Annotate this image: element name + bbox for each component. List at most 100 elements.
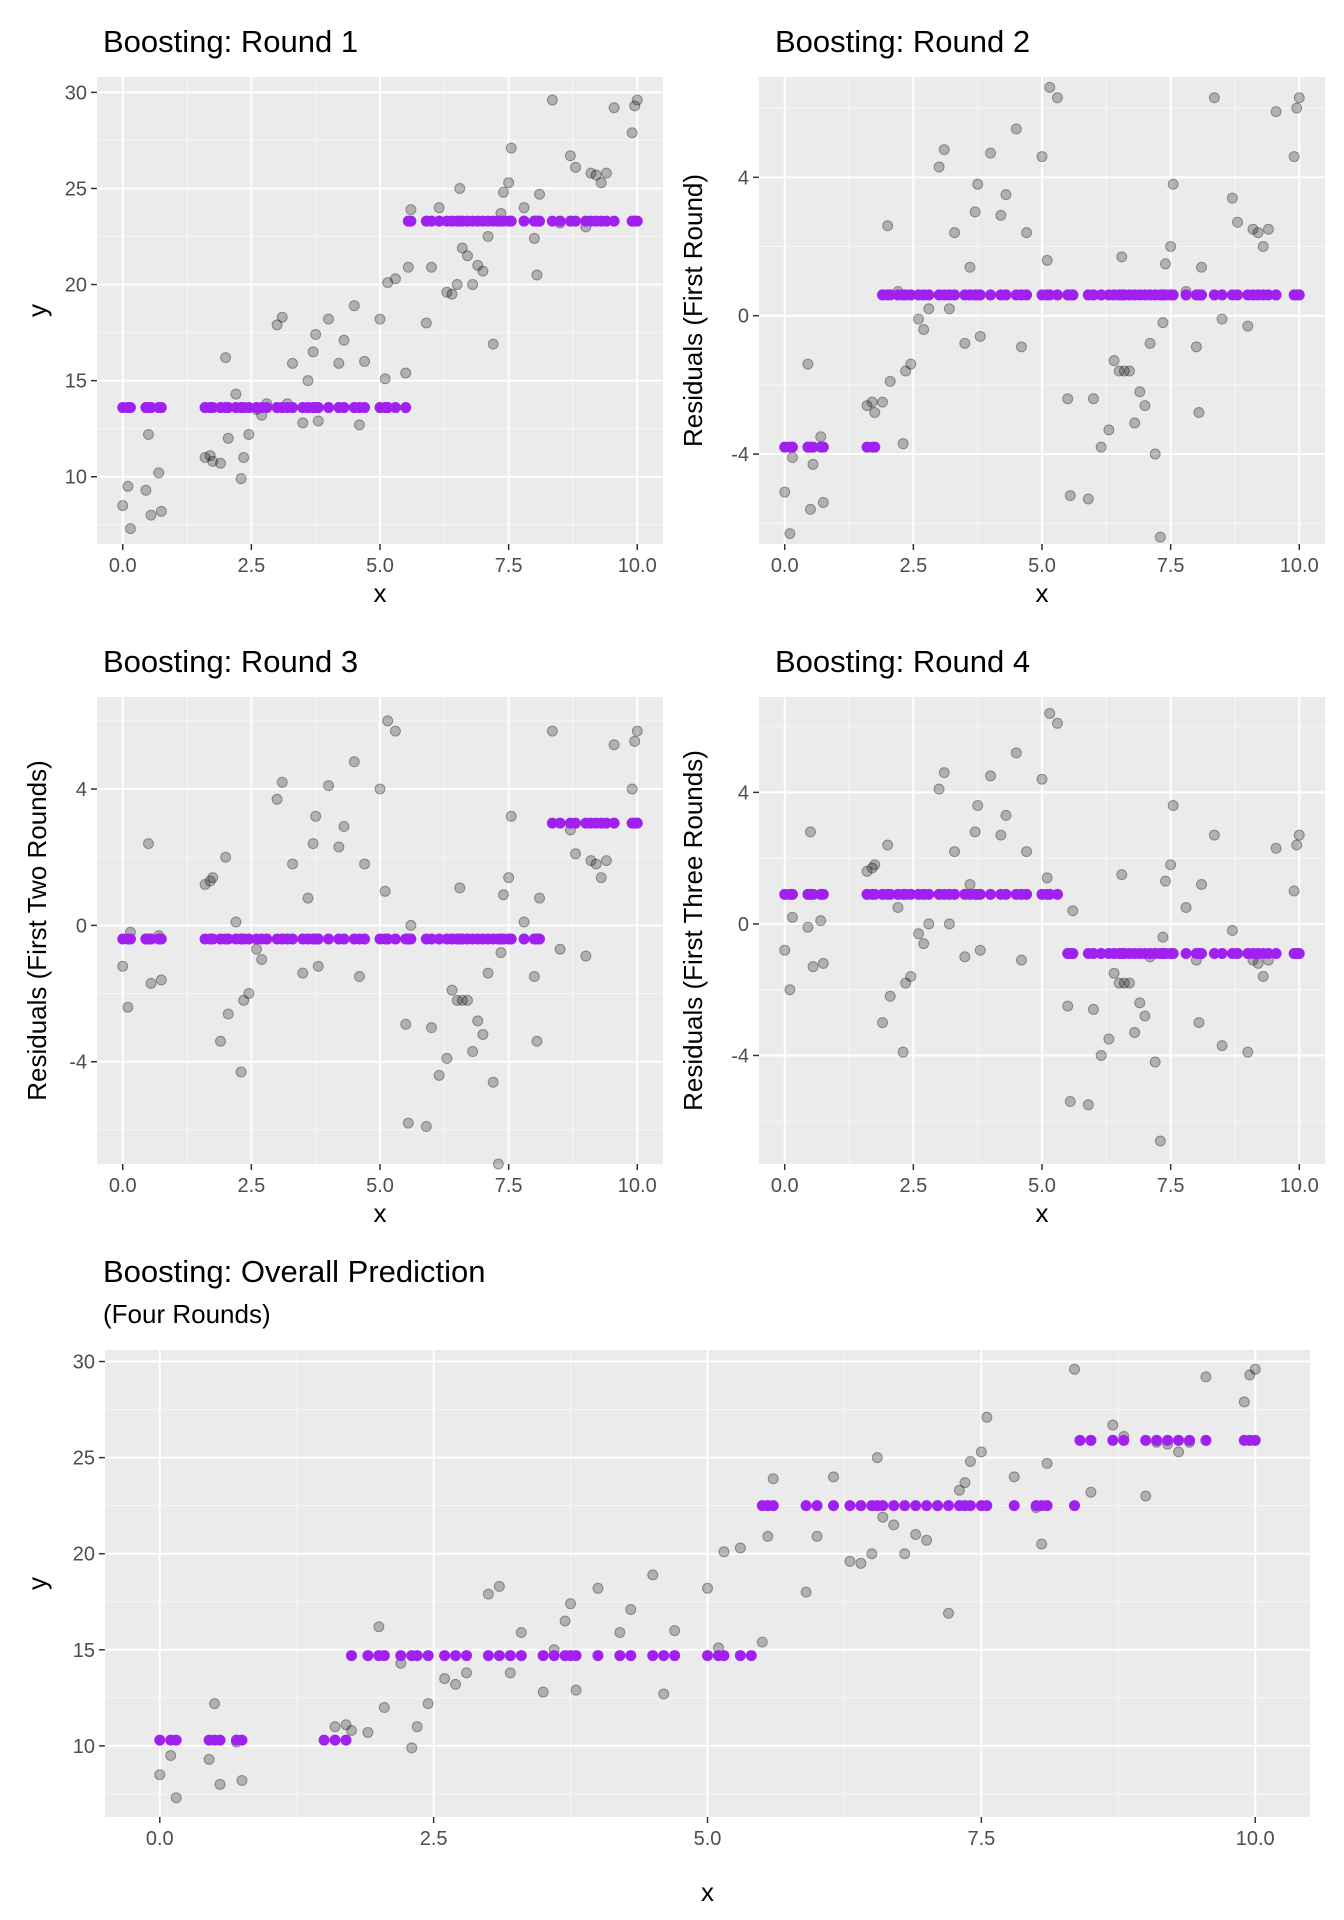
observed-point	[411, 1721, 423, 1733]
observed-point	[767, 1473, 779, 1485]
observed-point	[518, 916, 530, 928]
prediction-point	[1087, 948, 1099, 960]
x-tick-label: 7.5	[495, 555, 523, 577]
observed-point	[472, 259, 484, 271]
observed-point	[446, 984, 458, 996]
observed-point	[140, 484, 152, 496]
prediction-point	[608, 215, 620, 227]
prediction-point	[261, 402, 273, 414]
prediction-point	[534, 933, 546, 945]
observed-point	[297, 967, 309, 979]
prediction-point	[921, 1500, 933, 1512]
observed-point	[1064, 490, 1076, 502]
observed-point	[209, 1698, 221, 1710]
observed-point	[546, 94, 558, 106]
observed-point	[154, 1769, 166, 1781]
observed-point	[420, 1121, 432, 1133]
prediction-point	[877, 1500, 889, 1512]
observed-point	[900, 977, 912, 989]
observed-point	[400, 1018, 412, 1030]
observed-point	[340, 1719, 352, 1731]
observed-point	[236, 1774, 248, 1786]
observed-point	[441, 1052, 453, 1064]
observed-point	[718, 1546, 730, 1558]
series-observed	[779, 81, 1305, 543]
prediction-point	[1208, 289, 1220, 301]
observed-point	[817, 496, 829, 508]
observed-point	[204, 875, 216, 887]
prediction-point	[734, 1650, 746, 1662]
prediction-point	[411, 1650, 423, 1662]
observed-point	[897, 438, 909, 450]
observed-point	[1226, 925, 1238, 936]
observed-point	[1085, 1486, 1097, 1498]
observed-point	[199, 878, 211, 890]
y-tick-label: 10	[73, 1736, 95, 1758]
prediction-point	[600, 817, 612, 829]
observed-point	[817, 957, 829, 969]
observed-point	[348, 756, 360, 768]
observed-point	[1068, 1363, 1080, 1375]
prediction-point	[1184, 1434, 1195, 1446]
observed-point	[287, 357, 299, 369]
chart-title: Boosting: Overall Prediction	[103, 1254, 486, 1289]
observed-point	[804, 503, 816, 515]
observed-point	[786, 911, 798, 923]
observed-point	[503, 872, 515, 884]
observed-point	[124, 523, 136, 535]
prediction-point	[493, 1650, 505, 1662]
prediction-point	[207, 402, 219, 414]
x-tick-label: 5.0	[366, 1175, 394, 1197]
chart-svg: Boosting: Overall Prediction (Four Rounds…	[22, 1254, 1310, 1907]
prediction-point	[827, 1500, 839, 1512]
chart-svg: Boosting: Round 3 0.0 2.5 5.0 7.5 10.0 -4 0 4 x Re…	[22, 644, 663, 1228]
observed-point	[1123, 977, 1135, 989]
observed-point	[235, 1066, 247, 1078]
observed-point	[1193, 407, 1205, 419]
x-tick-label: 10.0	[618, 555, 657, 577]
observed-point	[433, 202, 445, 214]
observed-point	[297, 417, 309, 429]
prediction-point	[1216, 948, 1228, 960]
observed-point	[1167, 800, 1179, 812]
observed-point	[1123, 365, 1135, 377]
x-tick-label: 5.0	[1028, 1175, 1056, 1197]
observed-point	[608, 739, 620, 751]
prediction-point	[974, 289, 986, 301]
prediction-point	[570, 1650, 582, 1662]
prediction-point	[614, 1650, 626, 1662]
observed-point	[1247, 223, 1259, 235]
observed-point	[1270, 106, 1282, 118]
observed-point	[1134, 386, 1146, 398]
prediction-point	[817, 441, 829, 453]
prediction-point	[1067, 289, 1079, 301]
observed-point	[528, 971, 540, 983]
observed-point	[482, 967, 494, 979]
observed-point	[800, 1586, 812, 1598]
prediction-point	[439, 1650, 451, 1662]
observed-point	[235, 473, 247, 485]
observed-point	[734, 1542, 746, 1554]
prediction-point	[546, 215, 558, 227]
observed-point	[199, 452, 211, 464]
observed-point	[658, 1688, 670, 1700]
prediction-point	[389, 402, 401, 414]
x-tick-label: 5.0	[366, 555, 394, 577]
observed-point	[595, 872, 607, 884]
prediction-point	[702, 1650, 713, 1662]
prediction-point	[518, 215, 530, 227]
prediction-point	[124, 402, 136, 414]
observed-point	[981, 1411, 993, 1423]
observed-point	[1036, 1538, 1048, 1550]
observed-point	[450, 1678, 462, 1690]
observed-point	[900, 365, 912, 377]
observed-point	[866, 396, 878, 408]
x-tick-label: 0.0	[109, 1175, 137, 1197]
chart-svg: Boosting: Round 1 0.0 2.5 5.0 7.5 10.0 10 15 20 2…	[22, 24, 663, 608]
prediction-point	[888, 1500, 900, 1512]
observed-point	[389, 273, 401, 285]
prediction-point	[817, 888, 829, 900]
observed-point	[456, 994, 468, 1006]
prediction-point	[505, 215, 517, 227]
x-axis-label: x	[701, 1877, 714, 1907]
